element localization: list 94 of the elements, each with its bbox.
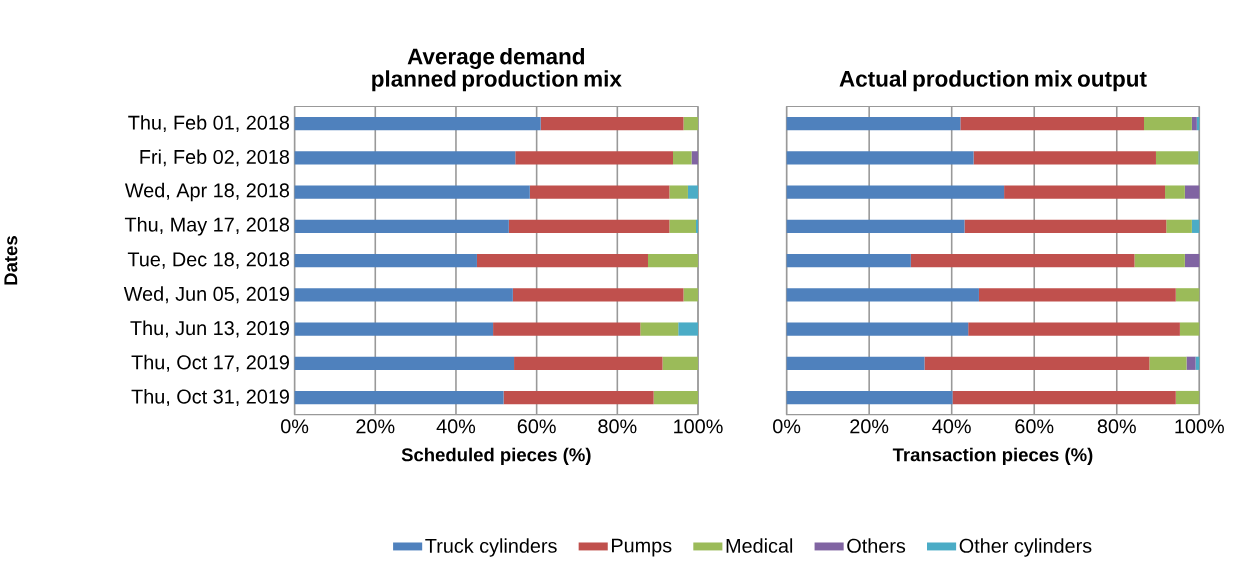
bar [294, 287, 513, 302]
bar [691, 151, 699, 165]
bar [924, 356, 1150, 370]
bar [294, 390, 504, 404]
x-tick-label: 0% [773, 419, 801, 434]
bar [1191, 116, 1197, 130]
bar [515, 151, 673, 165]
bar [786, 151, 974, 165]
x-tick-label: 80% [1097, 419, 1136, 434]
bar [952, 390, 1176, 404]
x-tick-label: 20% [356, 419, 395, 434]
bar [786, 116, 961, 130]
legend-label: Medical [726, 538, 793, 553]
bar [1155, 151, 1199, 165]
legend-label: Truck cylinders [425, 538, 557, 557]
bar [910, 253, 1135, 267]
y-tick-label: Thu, Oct 17, 2019 [131, 354, 289, 372]
bar [512, 287, 684, 302]
x-tick-label: 40% [436, 419, 476, 434]
bar [294, 151, 516, 165]
y-tick-label: Wed, Jun 05, 2019 [123, 286, 289, 304]
y-tick-label: Wed, Apr 18, 2018 [124, 182, 290, 202]
y-tick-label: Fri, Feb 02, 2018 [140, 149, 290, 167]
x-tick-label: 100% [1175, 419, 1224, 434]
x-axis-title: Transaction pieces (%) [892, 447, 1093, 465]
bar [503, 390, 654, 404]
bar [964, 219, 1167, 233]
bar [1165, 185, 1185, 199]
bar [653, 390, 699, 404]
bar [669, 219, 696, 233]
legend-label: Other cylinders [959, 538, 1092, 557]
y-tick-label: Thu, Feb 01, 2018 [128, 114, 290, 132]
bar [960, 116, 1144, 130]
bar [786, 253, 911, 267]
bar [1184, 253, 1200, 267]
bar [673, 151, 692, 165]
bar [1166, 219, 1192, 233]
x-tick-label: 40% [932, 419, 971, 434]
bar [1184, 185, 1200, 199]
y-tick-label: Thu, Oct 31, 2019 [131, 388, 289, 406]
bar [508, 219, 670, 233]
bar [683, 116, 699, 130]
bar [786, 322, 969, 336]
bar [647, 253, 699, 267]
bar [1149, 356, 1187, 370]
bar [476, 253, 648, 267]
bar [1179, 322, 1200, 336]
bar [786, 287, 979, 302]
bar [695, 219, 699, 233]
x-tick-label: 0% [281, 419, 309, 434]
bar [1134, 253, 1185, 267]
bar [1175, 390, 1200, 404]
bar [973, 151, 1156, 165]
bar [669, 185, 688, 199]
bar [786, 356, 925, 370]
bar [294, 116, 541, 130]
legend-label: Others [847, 538, 906, 553]
bar [786, 219, 965, 233]
y-axis-title: Dates [4, 235, 18, 285]
x-tick-label: 60% [1015, 419, 1054, 434]
bar [786, 185, 1005, 199]
bar [1175, 287, 1200, 302]
bar [678, 322, 699, 336]
y-tick-label: Thu, Jun 13, 2019 [130, 320, 289, 338]
bar [786, 390, 953, 404]
bar [493, 322, 641, 336]
bar [540, 116, 684, 130]
bar [1191, 219, 1200, 233]
y-tick-label: Tue, Dec 18, 2018 [127, 252, 290, 269]
bar [294, 322, 494, 336]
chart-title: Average demand planned production mix [372, 47, 622, 92]
y-tick-label: Thu, May 17, 2018 [124, 216, 290, 236]
x-tick-label: 60% [517, 419, 556, 434]
bar [683, 287, 699, 302]
bar [687, 185, 699, 199]
bar [1004, 185, 1166, 199]
bar [968, 322, 1180, 336]
chart-title: Actual production mix output [839, 70, 1147, 92]
x-tick-label: 20% [850, 419, 889, 434]
x-tick-label: 100% [674, 419, 723, 434]
bar [294, 356, 515, 370]
bar [978, 287, 1176, 302]
legend-label: Pumps [612, 538, 672, 557]
bar [1186, 356, 1196, 370]
bar [640, 322, 679, 336]
x-tick-label: 80% [598, 419, 637, 434]
x-axis-title: Scheduled pieces (%) [401, 447, 591, 465]
bar [294, 185, 530, 199]
bar [662, 356, 699, 370]
bar [1144, 116, 1192, 130]
bar [294, 253, 477, 267]
bar [529, 185, 670, 199]
bar [294, 219, 509, 233]
bar [514, 356, 663, 370]
